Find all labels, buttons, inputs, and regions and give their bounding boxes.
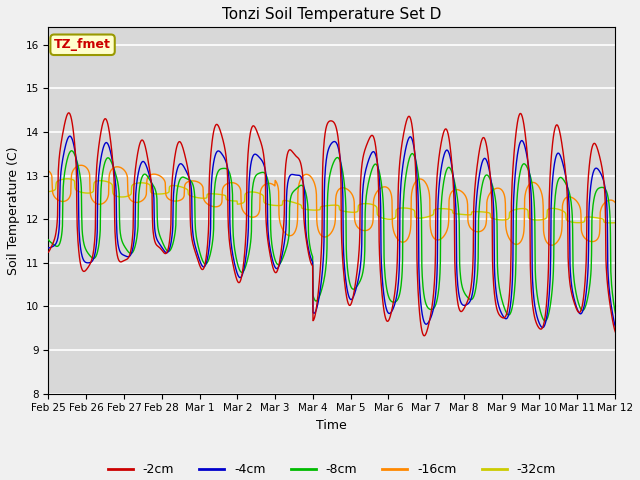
Text: TZ_fmet: TZ_fmet — [54, 38, 111, 51]
Y-axis label: Soil Temperature (C): Soil Temperature (C) — [7, 146, 20, 275]
Title: Tonzi Soil Temperature Set D: Tonzi Soil Temperature Set D — [222, 7, 442, 22]
Legend: -2cm, -4cm, -8cm, -16cm, -32cm: -2cm, -4cm, -8cm, -16cm, -32cm — [102, 458, 561, 480]
X-axis label: Time: Time — [316, 419, 347, 432]
